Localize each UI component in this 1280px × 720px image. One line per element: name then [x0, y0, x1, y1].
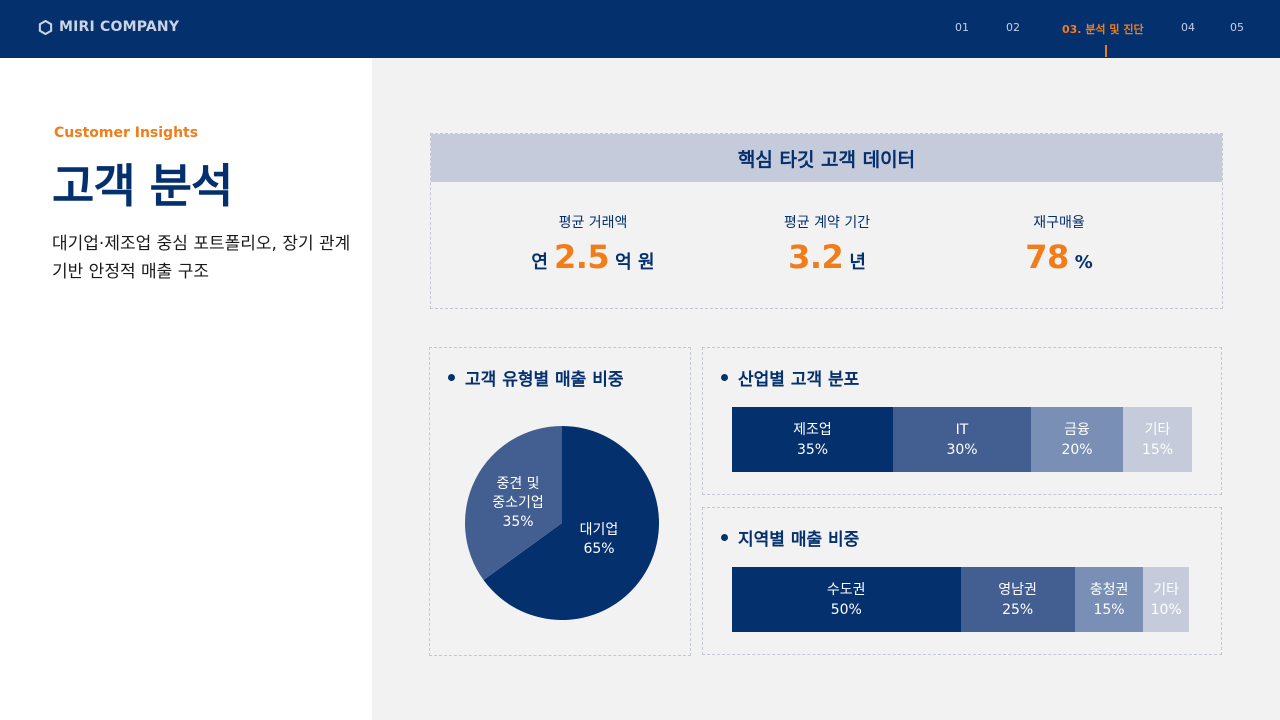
kpi-value-row: 3.2 년 [712, 238, 942, 276]
kpi-number: 78 [1025, 238, 1069, 276]
page-description: 대기업·제조업 중심 포트폴리오, 장기 관계 기반 안정적 매출 구조 [52, 234, 351, 282]
industry-stacked-bar: 제조업 35% IT 30% 금융 20% 기타 15% [732, 407, 1192, 472]
industry-segment-value: 15% [1141, 441, 1174, 458]
customer-type-title: 고객 유형별 매출 비중 [448, 365, 624, 390]
pie-label-sme-line2: 중소기업 [492, 495, 544, 511]
bullet-icon [448, 374, 455, 381]
region-segment-value: 15% [1093, 601, 1125, 618]
region-segment-1[interactable]: 수도권 50% [732, 567, 961, 632]
region-segment-value: 25% [1002, 601, 1034, 618]
section-eyebrow: Customer Insights [54, 125, 199, 141]
kpi-value-row: 78 % [944, 238, 1174, 276]
pie-label-large-name: 대기업 [579, 522, 619, 538]
page-title: 고객 분석 [52, 159, 233, 213]
industry-segment-value: 35% [796, 441, 829, 458]
region-stacked-bar: 수도권 50% 영남권 25% 충청권 15% 기타 10% [732, 567, 1189, 632]
region-card: 지역별 매출 비중 수도권 50% 영남권 25% 충청권 15% 기타 10% [702, 507, 1222, 655]
pie-label-sme-value: 35% [502, 514, 534, 530]
kpi-panel-title: 핵심 타깃 고객 데이터 [431, 134, 1222, 182]
kpi-avg-contract-period: 평균 계약 기간 3.2 년 [712, 212, 942, 276]
region-segment-3[interactable]: 충청권 15% [1074, 567, 1144, 632]
section-nav: 01 02 03. 분석 및 진단 04 05 [0, 0, 1280, 58]
pie-slice-large-enterprise[interactable] [483, 426, 659, 620]
region-segment-label: 영남권 [998, 581, 1037, 598]
nav-item-01[interactable]: 01 [955, 21, 969, 34]
region-segment-value: 50% [830, 601, 862, 618]
kpi-unit: 년 [849, 252, 866, 273]
customer-type-pie [465, 426, 659, 620]
customer-type-card: 고객 유형별 매출 비중 중견 및 중소기업 35% 대기업 65% [429, 347, 691, 656]
nav-item-05[interactable]: 05 [1230, 21, 1244, 34]
industry-title: 산업별 고객 분포 [721, 365, 859, 390]
industry-segment-3[interactable]: 금융 20% [1031, 407, 1123, 472]
region-title: 지역별 매출 비중 [721, 525, 859, 550]
region-segment-value: 10% [1150, 601, 1182, 618]
bullet-icon [721, 374, 728, 381]
region-segment-label: 충청권 [1089, 581, 1129, 598]
hexagon-logo-icon [38, 19, 53, 35]
region-segment-label: 수도권 [826, 581, 866, 598]
pie-label-sme-line1: 중견 및 [496, 476, 540, 492]
kpi-label: 평균 거래액 [558, 215, 628, 231]
kpi-value-row: 연 2.5 억 원 [478, 238, 708, 276]
kpi-panel: 핵심 타깃 고객 데이터 평균 거래액 연 2.5 억 원 평균 계약 기간 3… [430, 133, 1223, 309]
intro-panel: Customer Insights 고객 분석 대기업·제조업 중심 포트폴리오… [0, 58, 372, 720]
industry-segment-2[interactable]: IT 30% [893, 407, 1031, 472]
kpi-label: 재구매율 [1033, 215, 1085, 231]
kpi-unit: 억 원 [615, 252, 655, 273]
kpi-number: 2.5 [553, 238, 610, 276]
nav-item-03-active[interactable]: 03. 분석 및 진단 [1062, 23, 1144, 36]
kpi-label: 평균 계약 기간 [783, 215, 871, 231]
kpi-repurchase-rate: 재구매율 78 % [944, 212, 1174, 276]
kpi-avg-transaction: 평균 거래액 연 2.5 억 원 [478, 212, 708, 276]
industry-title-text: 산업별 고객 분포 [738, 370, 860, 390]
region-segment-label: 기타 [1153, 581, 1180, 598]
top-bar: MIRI COMPANY 01 02 03. 분석 및 진단 04 05 [0, 0, 1280, 58]
nav-item-02[interactable]: 02 [1006, 21, 1020, 34]
bullet-icon [721, 534, 728, 541]
region-segment-2[interactable]: 영남권 25% [960, 567, 1075, 632]
pie-slice-sme[interactable] [465, 426, 562, 581]
pie-label-large-enterprise: 대기업 65% [564, 521, 634, 559]
kpi-prefix: 연 [531, 252, 548, 273]
nav-item-04[interactable]: 04 [1181, 21, 1195, 34]
industry-segment-value: 20% [1061, 441, 1093, 458]
region-title-text: 지역별 매출 비중 [738, 530, 860, 550]
brand-logo[interactable]: MIRI COMPANY [38, 19, 179, 35]
industry-segment-label: 기타 [1144, 421, 1171, 438]
active-nav-indicator [1105, 45, 1107, 57]
industry-segment-1[interactable]: 제조업 35% [732, 407, 893, 472]
industry-segment-4[interactable]: 기타 15% [1123, 407, 1192, 472]
brand-name: MIRI COMPANY [59, 19, 180, 35]
industry-segment-label: IT [955, 421, 969, 438]
kpi-number: 3.2 [788, 238, 844, 276]
pie-label-sme: 중견 및 중소기업 35% [470, 475, 566, 532]
region-segment-4[interactable]: 기타 10% [1143, 567, 1189, 632]
kpi-unit: % [1074, 252, 1093, 273]
industry-card: 산업별 고객 분포 제조업 35% IT 30% 금융 20% 기타 15% [702, 347, 1222, 495]
industry-segment-label: 금융 [1064, 421, 1090, 438]
industry-segment-label: 제조업 [793, 421, 832, 438]
customer-type-title-text: 고객 유형별 매출 비중 [465, 370, 624, 390]
pie-label-large-value: 65% [583, 541, 615, 557]
industry-segment-value: 30% [946, 441, 978, 458]
